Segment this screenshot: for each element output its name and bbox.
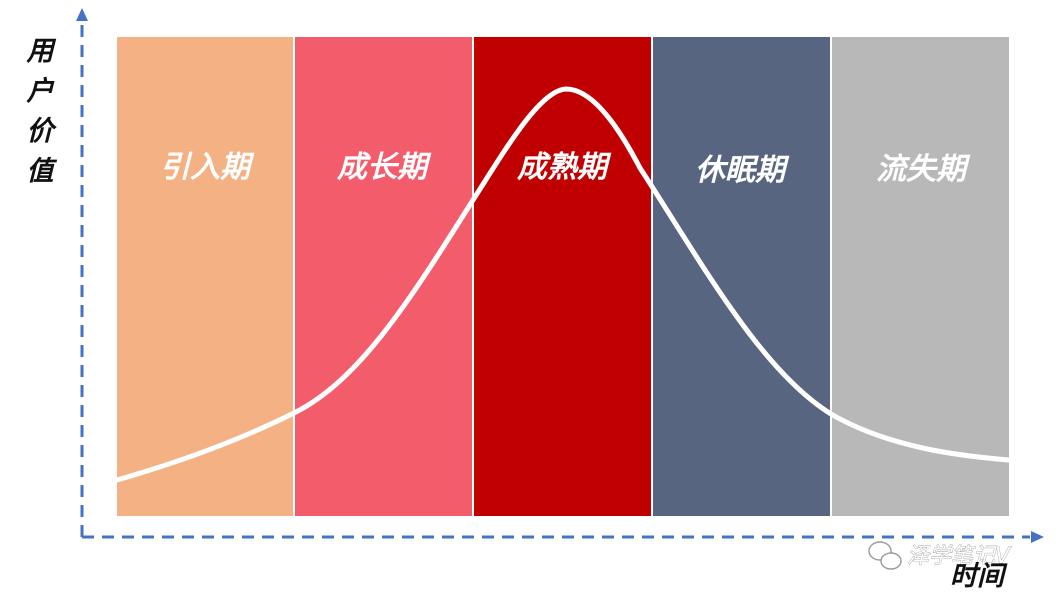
y-axis-title-char: 用 [26,36,57,67]
wechat-icon [868,541,902,570]
x-axis-arrowhead [1031,531,1044,543]
stage-bands [117,37,1009,516]
y-axis-title-char: 值 [27,156,58,187]
x-axis-title: 时间 [950,561,1008,592]
stage-labels: 引入期 成长期 成熟期 休眠期 流失期 [160,150,971,188]
stage-band-introduction [117,37,294,516]
stage-band-maturity [473,37,652,516]
stage-band-dormancy [652,37,831,516]
watermark-text: 泽学笔记V [907,544,1012,569]
stage-band-growth [294,37,473,516]
band-separators [293,37,832,516]
stage-label-churn: 流失期 [876,152,971,187]
stage-label-introduction: 引入期 [160,150,255,185]
axes [76,8,1044,543]
watermark: 泽学笔记V [868,541,1012,570]
stage-label-dormancy: 休眠期 [695,153,790,188]
y-axis-title-char: 价 [27,116,58,147]
stage-label-growth: 成长期 [336,150,432,185]
user-value-curve [114,86,1012,483]
y-axis-title: 用 户 价 值 [26,36,58,187]
stage-label-maturity: 成熟期 [516,150,612,185]
stage-band-churn [831,37,1009,516]
y-axis-arrowhead [76,8,88,21]
y-axis-title-char: 户 [26,76,56,107]
